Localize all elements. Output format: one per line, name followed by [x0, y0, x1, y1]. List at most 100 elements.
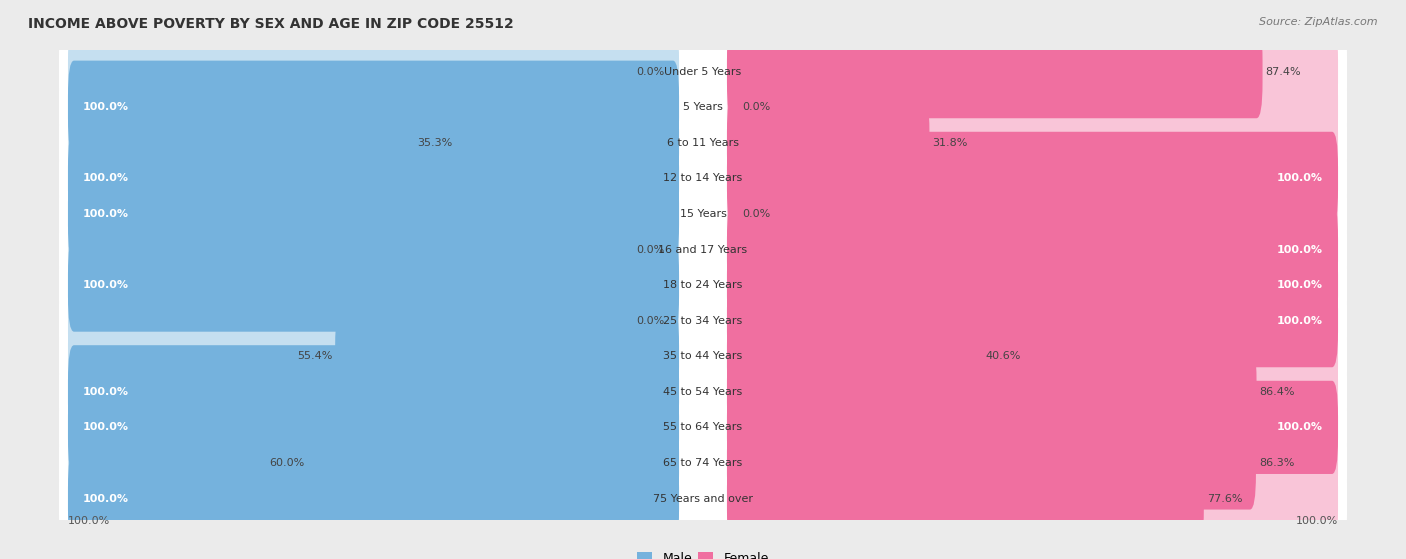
FancyBboxPatch shape	[308, 416, 679, 510]
FancyBboxPatch shape	[67, 60, 679, 154]
Text: 100.0%: 100.0%	[1277, 244, 1323, 254]
FancyBboxPatch shape	[727, 310, 1339, 403]
FancyBboxPatch shape	[67, 132, 679, 225]
Text: 40.6%: 40.6%	[986, 351, 1021, 361]
FancyBboxPatch shape	[59, 217, 1347, 354]
FancyBboxPatch shape	[727, 239, 1339, 331]
Text: 25 to 34 Years: 25 to 34 Years	[664, 316, 742, 326]
FancyBboxPatch shape	[67, 25, 679, 119]
Text: 100.0%: 100.0%	[83, 387, 129, 397]
FancyBboxPatch shape	[59, 39, 1347, 176]
Text: 31.8%: 31.8%	[932, 138, 967, 148]
FancyBboxPatch shape	[727, 25, 1339, 119]
FancyBboxPatch shape	[67, 239, 679, 331]
Text: 100.0%: 100.0%	[83, 280, 129, 290]
Text: 75 Years and over: 75 Years and over	[652, 494, 754, 504]
Text: 87.4%: 87.4%	[1265, 67, 1301, 77]
FancyBboxPatch shape	[727, 416, 1256, 510]
Text: 100.0%: 100.0%	[83, 173, 129, 183]
Text: 100.0%: 100.0%	[67, 517, 110, 527]
Text: 15 Years: 15 Years	[679, 209, 727, 219]
FancyBboxPatch shape	[67, 416, 679, 510]
Text: INCOME ABOVE POVERTY BY SEX AND AGE IN ZIP CODE 25512: INCOME ABOVE POVERTY BY SEX AND AGE IN Z…	[28, 17, 513, 31]
Text: Under 5 Years: Under 5 Years	[665, 67, 741, 77]
FancyBboxPatch shape	[59, 323, 1347, 460]
FancyBboxPatch shape	[67, 452, 679, 545]
FancyBboxPatch shape	[727, 416, 1339, 510]
Text: 55 to 64 Years: 55 to 64 Years	[664, 423, 742, 432]
FancyBboxPatch shape	[67, 452, 679, 545]
FancyBboxPatch shape	[456, 96, 679, 190]
FancyBboxPatch shape	[59, 110, 1347, 247]
Text: 65 to 74 Years: 65 to 74 Years	[664, 458, 742, 468]
FancyBboxPatch shape	[59, 359, 1347, 496]
Text: 77.6%: 77.6%	[1206, 494, 1243, 504]
FancyBboxPatch shape	[727, 203, 1339, 296]
FancyBboxPatch shape	[67, 310, 679, 403]
FancyBboxPatch shape	[59, 74, 1347, 211]
FancyBboxPatch shape	[59, 181, 1347, 318]
FancyBboxPatch shape	[727, 381, 1339, 474]
Text: 45 to 54 Years: 45 to 54 Years	[664, 387, 742, 397]
Legend: Male, Female: Male, Female	[633, 547, 773, 559]
FancyBboxPatch shape	[727, 345, 1257, 438]
FancyBboxPatch shape	[727, 60, 1339, 154]
FancyBboxPatch shape	[59, 395, 1347, 532]
Text: 12 to 14 Years: 12 to 14 Years	[664, 173, 742, 183]
Text: 100.0%: 100.0%	[1277, 423, 1323, 432]
FancyBboxPatch shape	[67, 60, 679, 154]
FancyBboxPatch shape	[67, 167, 679, 260]
FancyBboxPatch shape	[727, 452, 1204, 545]
Text: 0.0%: 0.0%	[742, 102, 770, 112]
Text: 100.0%: 100.0%	[1277, 173, 1323, 183]
Text: 0.0%: 0.0%	[636, 67, 664, 77]
FancyBboxPatch shape	[727, 274, 1339, 367]
FancyBboxPatch shape	[727, 96, 1339, 190]
FancyBboxPatch shape	[727, 132, 1339, 225]
Text: 0.0%: 0.0%	[636, 316, 664, 326]
Text: Source: ZipAtlas.com: Source: ZipAtlas.com	[1260, 17, 1378, 27]
Text: 0.0%: 0.0%	[636, 244, 664, 254]
Text: 100.0%: 100.0%	[83, 423, 129, 432]
Text: 100.0%: 100.0%	[83, 209, 129, 219]
Text: 100.0%: 100.0%	[83, 102, 129, 112]
FancyBboxPatch shape	[727, 310, 983, 403]
FancyBboxPatch shape	[59, 430, 1347, 559]
Text: 100.0%: 100.0%	[83, 494, 129, 504]
Text: 55.4%: 55.4%	[297, 351, 332, 361]
FancyBboxPatch shape	[67, 96, 679, 190]
FancyBboxPatch shape	[59, 252, 1347, 389]
Text: 86.3%: 86.3%	[1258, 458, 1295, 468]
FancyBboxPatch shape	[59, 145, 1347, 282]
Text: 18 to 24 Years: 18 to 24 Years	[664, 280, 742, 290]
FancyBboxPatch shape	[67, 274, 679, 367]
FancyBboxPatch shape	[67, 167, 679, 260]
Text: 5 Years: 5 Years	[683, 102, 723, 112]
FancyBboxPatch shape	[727, 25, 1263, 119]
FancyBboxPatch shape	[727, 132, 1339, 225]
FancyBboxPatch shape	[727, 167, 1339, 260]
FancyBboxPatch shape	[67, 381, 679, 474]
FancyBboxPatch shape	[727, 345, 1339, 438]
FancyBboxPatch shape	[67, 345, 679, 438]
FancyBboxPatch shape	[727, 381, 1339, 474]
Text: 100.0%: 100.0%	[1277, 280, 1323, 290]
Text: 35.3%: 35.3%	[418, 138, 453, 148]
Text: 100.0%: 100.0%	[1277, 316, 1323, 326]
FancyBboxPatch shape	[727, 239, 1339, 331]
FancyBboxPatch shape	[67, 381, 679, 474]
FancyBboxPatch shape	[335, 310, 679, 403]
Text: 16 and 17 Years: 16 and 17 Years	[658, 244, 748, 254]
FancyBboxPatch shape	[59, 3, 1347, 140]
FancyBboxPatch shape	[727, 274, 1339, 367]
FancyBboxPatch shape	[67, 239, 679, 331]
Text: 60.0%: 60.0%	[270, 458, 305, 468]
Text: 100.0%: 100.0%	[1296, 517, 1339, 527]
Text: 0.0%: 0.0%	[742, 209, 770, 219]
Text: 86.4%: 86.4%	[1260, 387, 1295, 397]
FancyBboxPatch shape	[727, 203, 1339, 296]
FancyBboxPatch shape	[67, 132, 679, 225]
FancyBboxPatch shape	[67, 345, 679, 438]
Text: 6 to 11 Years: 6 to 11 Years	[666, 138, 740, 148]
FancyBboxPatch shape	[67, 203, 679, 296]
